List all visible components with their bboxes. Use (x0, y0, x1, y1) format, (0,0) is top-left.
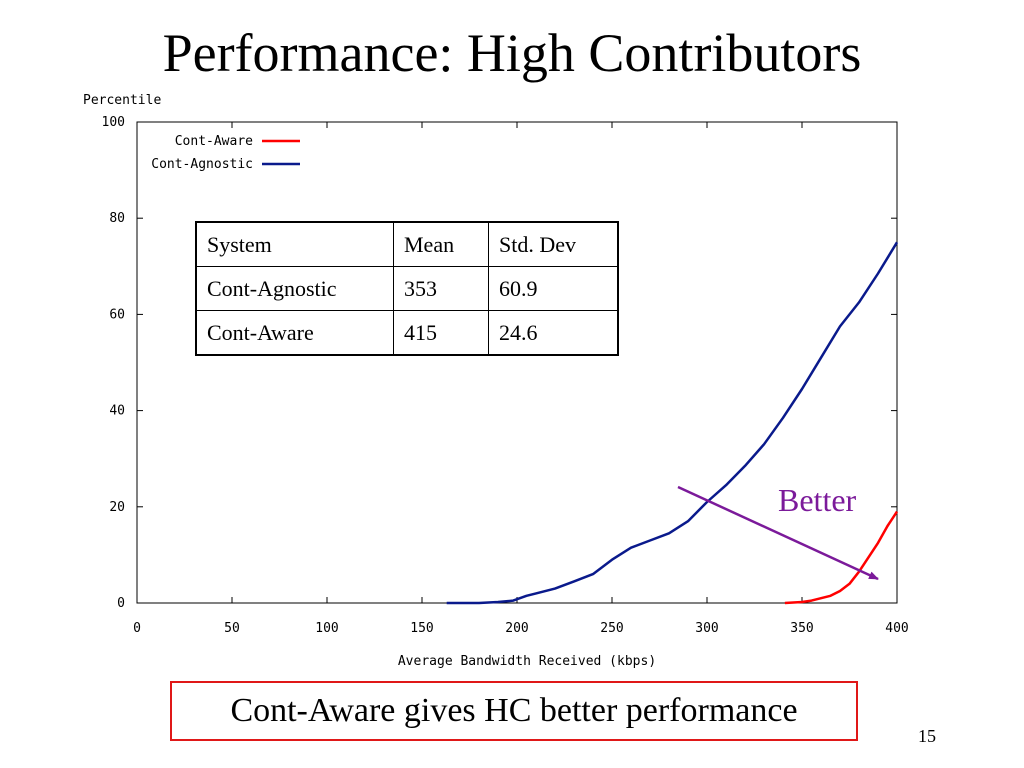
x-tick-label: 50 (224, 621, 240, 636)
x-tick-label: 250 (600, 621, 623, 636)
conclusion-box: Cont-Aware gives HC better performance (170, 681, 858, 741)
chart-series (446, 241, 899, 605)
y-tick-label: 60 (109, 307, 125, 322)
x-tick-label: 0 (133, 621, 141, 636)
series-line-cont-agnostic (446, 241, 899, 605)
table-cell: 353 (393, 266, 489, 311)
legend-label: Cont-Agnostic (151, 157, 253, 172)
x-tick-label: 200 (505, 621, 528, 636)
y-tick-label: 0 (117, 596, 125, 611)
y-tick-label: 100 (102, 115, 125, 130)
table-cell: Cont-Agnostic (195, 266, 394, 311)
chart-legend: Cont-Aware Cont-Agnostic (151, 134, 300, 172)
table-header-cell: Std. Dev (488, 221, 619, 267)
y-tick-label: 20 (109, 500, 125, 515)
table-cell: 60.9 (488, 266, 619, 311)
table-header-cell: System (195, 221, 394, 267)
better-annotation-label: Better (778, 482, 857, 518)
plot-frame (136, 121, 898, 604)
y-tick-label: 80 (109, 211, 125, 226)
chart-axes: 0 50 100 150 200 250 300 350 400 0 20 40 60 80 100 Aver… (83, 93, 909, 669)
y-axis-label: Percentile (83, 93, 161, 108)
x-tick-label: 400 (885, 621, 908, 636)
chart-annotation (677, 485, 879, 581)
series-line-cont-aware (784, 510, 899, 605)
x-tick-label: 150 (410, 621, 433, 636)
slide-number: 15 (918, 726, 936, 746)
y-tick-label: 40 (109, 404, 125, 419)
table-cell: Cont-Aware (195, 310, 394, 356)
slide-title: Performance: High Contributors (162, 23, 862, 83)
table-row: Cont-Aware 415 24.6 (195, 310, 619, 356)
better-arrow (677, 485, 879, 581)
table-header-cell: Mean (393, 221, 489, 267)
x-axis-label: Average Bandwidth Received (kbps) (398, 654, 656, 669)
x-tick-label: 350 (790, 621, 813, 636)
table-header-row: System Mean Std. Dev (195, 221, 619, 267)
legend-label: Cont-Aware (175, 134, 253, 149)
table-cell: 415 (393, 310, 489, 356)
stats-table: System Mean Std. Dev Cont-Agnostic 353 6… (195, 221, 619, 356)
table-row: Cont-Agnostic 353 60.9 (195, 266, 619, 311)
x-tick-label: 300 (695, 621, 718, 636)
conclusion-text: Cont-Aware gives HC better performance (230, 692, 798, 729)
x-tick-label: 100 (315, 621, 338, 636)
table-cell: 24.6 (488, 310, 619, 356)
